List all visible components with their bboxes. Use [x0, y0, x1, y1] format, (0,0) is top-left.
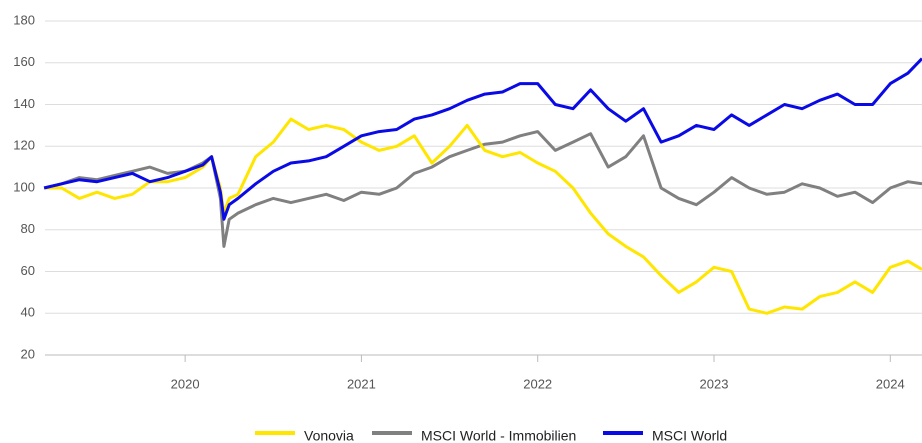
- plot-area: 20 40 60 80 100 120 140 160 180 2020 2021 2022 2023 2…: [13, 12, 922, 391]
- legend-label: MSCI World: [652, 428, 727, 443]
- y-tick-label: 20: [21, 346, 35, 361]
- x-tick-label: 2024: [876, 376, 905, 391]
- y-tick-label: 80: [21, 221, 35, 236]
- series-line: [43, 130, 922, 248]
- y-tick-label: 180: [13, 12, 35, 27]
- y-tick-label: 40: [21, 305, 35, 320]
- legend: Vonovia MSCI World - Immobilien MSCI World: [255, 428, 727, 443]
- y-tick-label: 140: [13, 96, 35, 111]
- x-tick-label: 2021: [347, 376, 376, 391]
- series-line: [43, 57, 922, 221]
- y-tick-label: 120: [13, 138, 35, 153]
- y-tick-label: 100: [13, 179, 35, 194]
- y-tick-label: 160: [13, 54, 35, 69]
- x-tick-label: 2020: [171, 376, 200, 391]
- x-tick-label: 2022: [523, 376, 552, 391]
- x-tick-label: 2023: [700, 376, 729, 391]
- legend-label: Vonovia: [304, 428, 354, 443]
- series-line: [44, 117, 922, 315]
- legend-label: MSCI World - Immobilien: [421, 428, 576, 443]
- y-tick-label: 60: [21, 263, 35, 278]
